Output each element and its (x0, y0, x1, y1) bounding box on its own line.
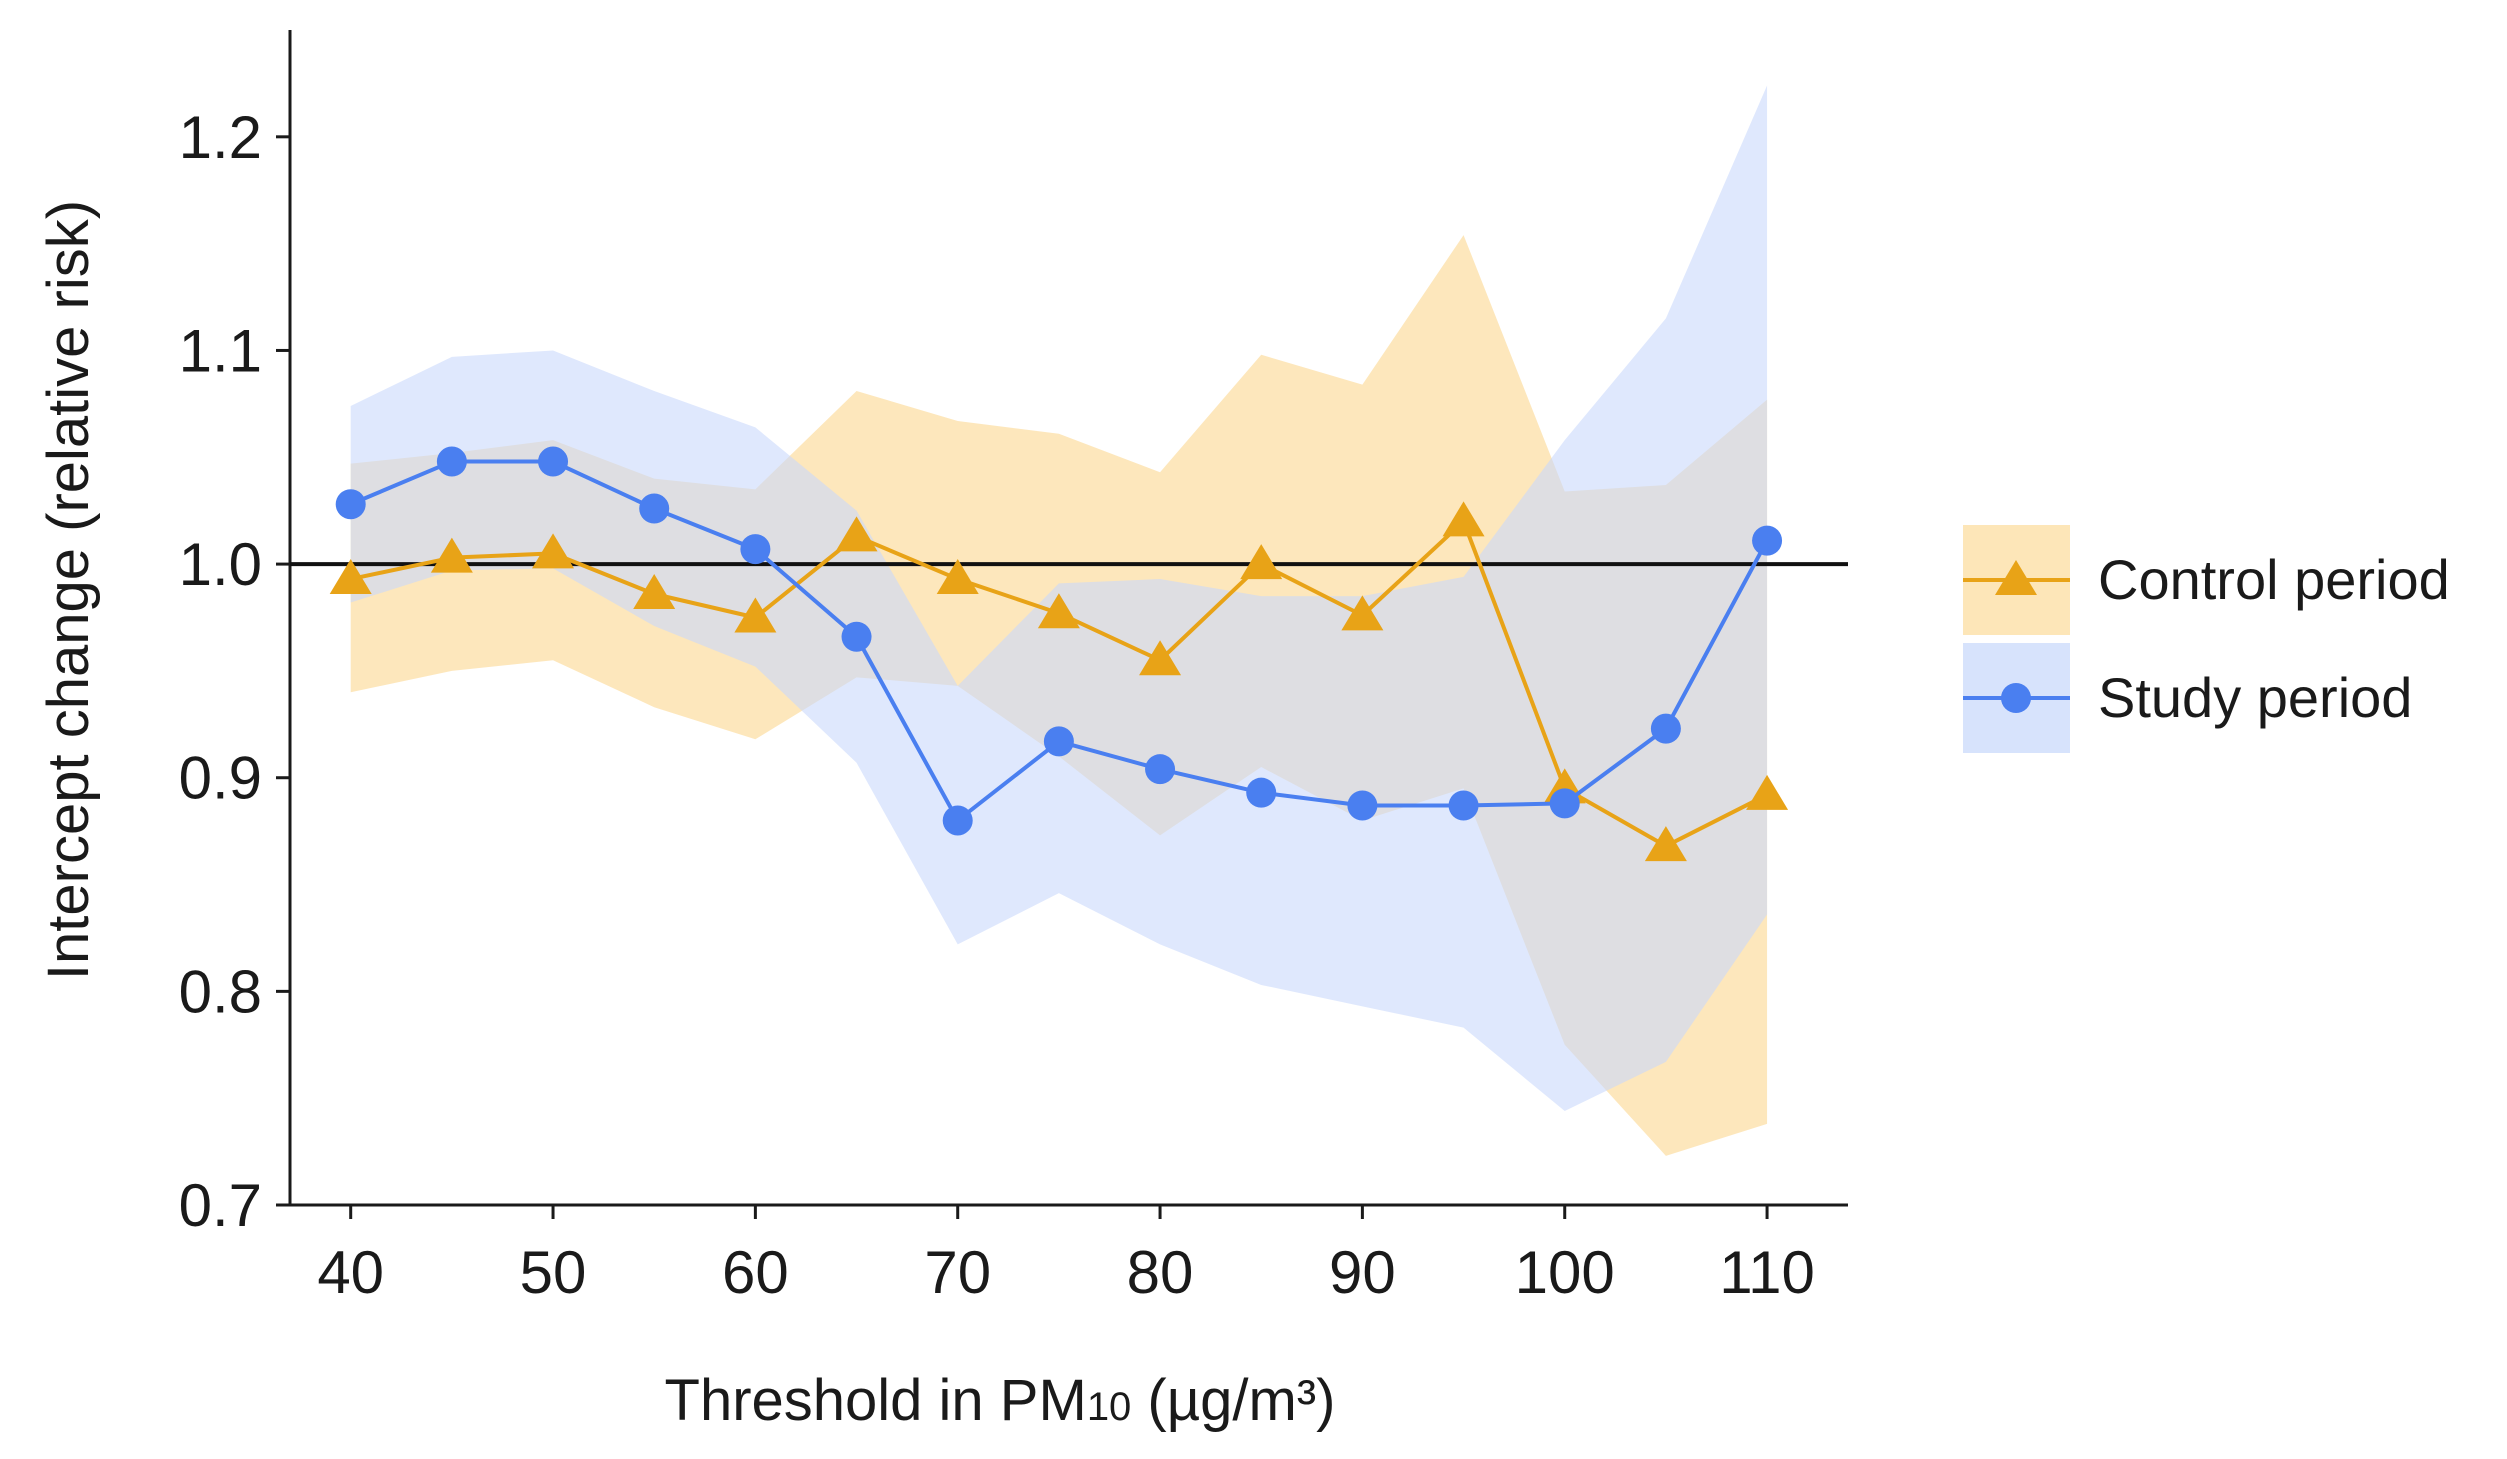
x-tick-label: 40 (317, 1239, 384, 1306)
data-point-study (1145, 754, 1176, 785)
data-point-study (436, 446, 467, 477)
data-point-study (1246, 777, 1277, 808)
y-tick-label: 1.2 (179, 104, 262, 171)
y-tick-label: 0.7 (179, 1172, 262, 1239)
legend-label-control: Control period (2098, 548, 2450, 611)
legend-marker-study (2001, 683, 2031, 713)
data-point-study (538, 446, 569, 477)
data-point-study (942, 805, 973, 836)
y-tick-label: 0.8 (179, 958, 262, 1025)
data-point-control (734, 597, 777, 633)
tick-labels: 40 50 60 70 80 90 100 110 0.7 0.8 0.9 1.0 1.1 1.2 (179, 104, 1815, 1306)
legend-label-study: Study period (2098, 666, 2412, 729)
data-point-control (1644, 826, 1687, 862)
x-axis-title-subscript: 10 (1087, 1385, 1132, 1429)
legend-marker-control (1995, 560, 2037, 595)
data-point-control (633, 574, 676, 609)
axes (276, 30, 1848, 1219)
x-axis-title: Threshold in PM10 (µg/m³) (665, 1368, 1336, 1433)
data-point-control (1037, 593, 1080, 629)
data-point-study (740, 534, 771, 565)
y-tick-label: 0.9 (179, 745, 262, 812)
x-tick-label: 110 (1719, 1239, 1815, 1306)
data-point-study (841, 621, 872, 652)
x-tick-label: 100 (1515, 1239, 1615, 1306)
data-point-study (335, 489, 366, 520)
x-tick-label: 50 (520, 1239, 587, 1306)
data-point-study (1549, 788, 1580, 819)
data-point-control (1139, 640, 1182, 676)
x-tick-label: 90 (1329, 1239, 1396, 1306)
data-point-control (835, 516, 878, 552)
data-point-control (532, 533, 575, 569)
x-tick-label: 70 (924, 1239, 991, 1306)
data-point-study (1448, 790, 1479, 821)
y-axis-title: Intercept change (relative risk) (36, 200, 101, 980)
data-point-study (1752, 525, 1783, 556)
data-point-study (1043, 726, 1074, 757)
y-tick-label: 1.1 (179, 317, 262, 384)
x-tick-label: 80 (1127, 1239, 1194, 1306)
data-point-control (329, 559, 372, 595)
legend-item-control: Control period (1963, 525, 2450, 635)
data-point-control (936, 559, 979, 595)
data-point-control (430, 537, 473, 573)
series-group (329, 446, 1789, 862)
x-tick-label: 60 (722, 1239, 789, 1306)
data-point-study (1650, 713, 1681, 744)
legend: Control period Study period (1963, 525, 2450, 753)
data-point-study (639, 493, 670, 524)
x-axis-title-main: Threshold in PM (665, 1368, 1087, 1433)
data-point-study (1347, 790, 1378, 821)
data-point-control (1341, 595, 1384, 631)
x-axis-title-unit: (µg/m³) (1131, 1368, 1335, 1433)
y-tick-label: 1.0 (179, 531, 262, 598)
legend-item-study: Study period (1963, 643, 2412, 753)
data-point-control (1442, 501, 1485, 537)
data-point-control (1240, 544, 1283, 580)
data-point-control (1746, 774, 1789, 810)
